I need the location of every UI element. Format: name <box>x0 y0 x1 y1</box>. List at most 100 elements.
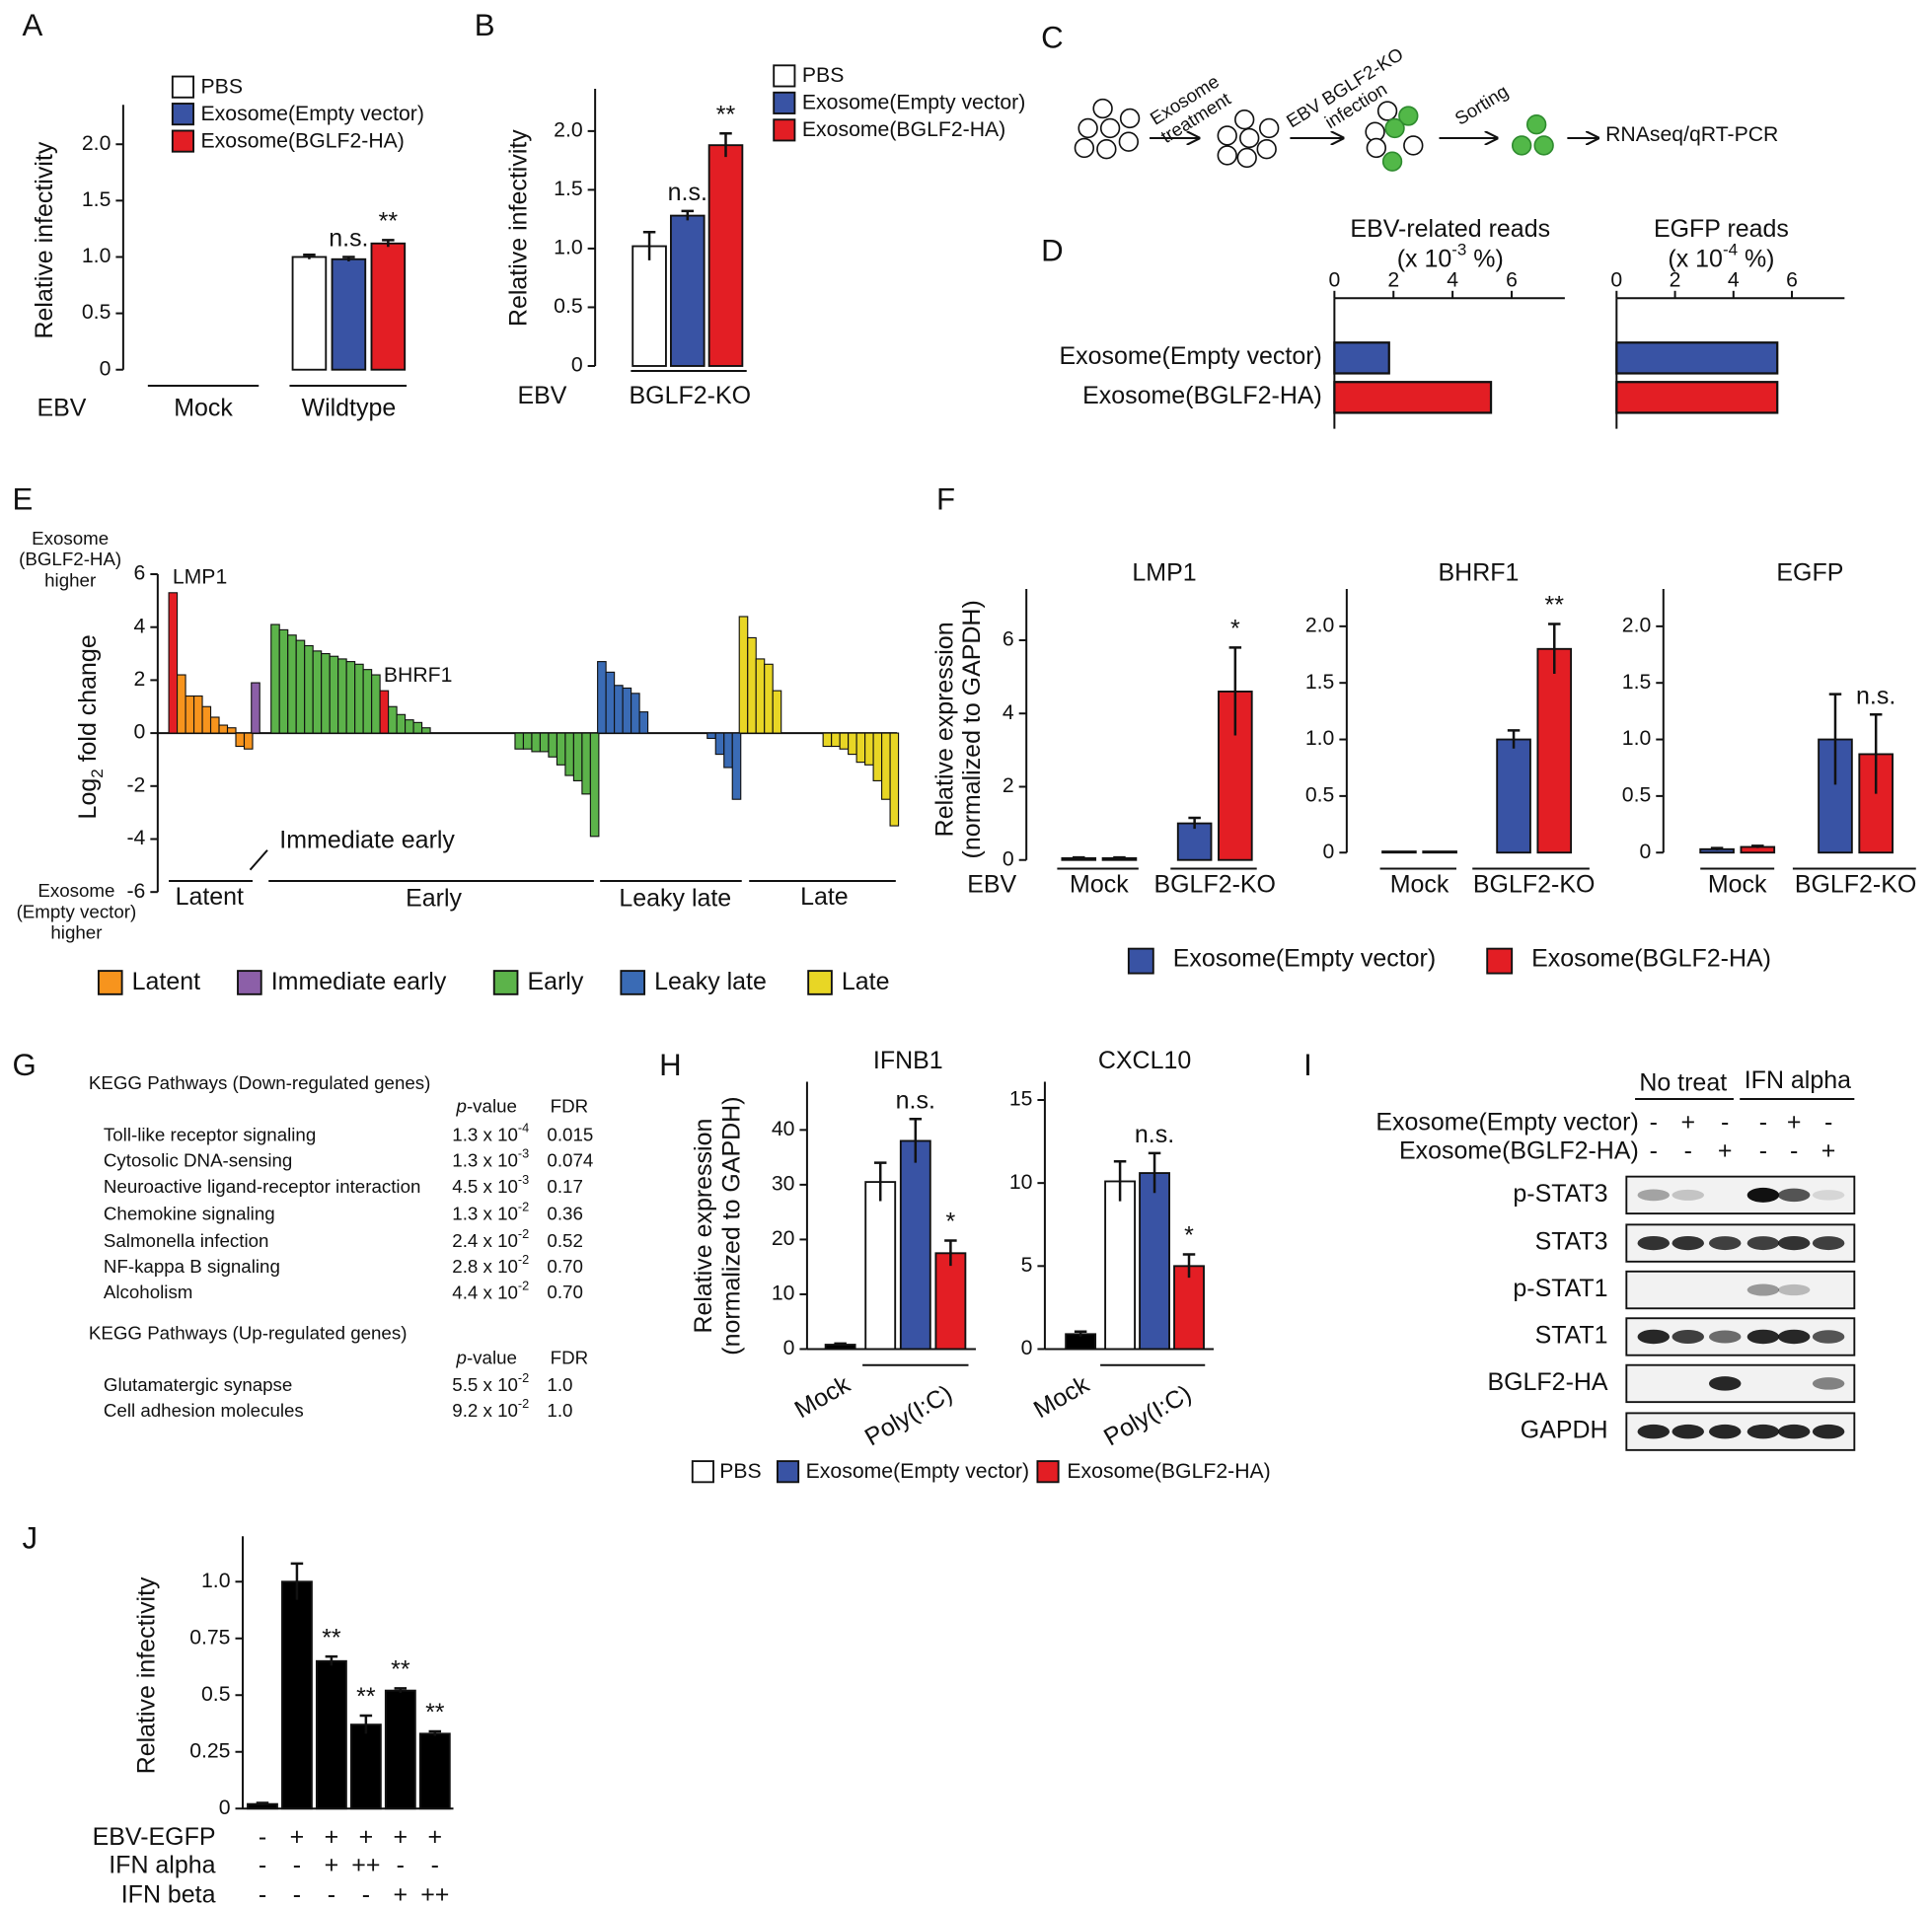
y-tick-label: 6 <box>134 562 146 585</box>
error-bar <box>1507 729 1521 749</box>
treatment-sign: - <box>1684 1136 1692 1164</box>
table-header: FDR <box>551 1096 588 1117</box>
p-value-part: 1.3 x 10 <box>452 1203 518 1223</box>
error-bar <box>342 256 355 262</box>
p-value-part: -2 <box>518 1278 529 1292</box>
condition-sign: + <box>325 1852 339 1879</box>
error-bar <box>681 209 695 221</box>
error-bar <box>1113 1160 1127 1202</box>
bar <box>185 695 195 734</box>
significance: * <box>946 1209 956 1236</box>
y-tick-label: 10 <box>772 1283 795 1305</box>
table-title: KEGG Pathways (Down-regulated genes) <box>89 1072 430 1093</box>
bar <box>899 1139 931 1351</box>
error-bar <box>1182 1253 1196 1279</box>
p-value: 4.4 x 10-2 <box>452 1278 529 1302</box>
significance: n.s. <box>329 225 368 253</box>
y-tick-label: 2.0 <box>1622 614 1652 636</box>
band <box>1637 1424 1671 1439</box>
y-axis-label: Log2 fold change <box>74 634 107 819</box>
y-axis-label: Relative infectivity <box>31 141 58 338</box>
legend-swatch <box>171 75 194 99</box>
x-tick-label: 2 <box>1670 268 1681 291</box>
bar <box>831 732 841 748</box>
bar <box>370 242 407 371</box>
y-tick-label: 4 <box>134 615 146 637</box>
chart-title: LMP1 <box>1132 559 1196 587</box>
error-bar <box>1073 855 1085 859</box>
band <box>1777 1188 1811 1203</box>
bar <box>329 655 339 734</box>
p-value-part: -2 <box>518 1396 529 1411</box>
bar <box>177 674 186 734</box>
bar <box>572 732 583 781</box>
table-header-part: p <box>456 1347 467 1367</box>
bar <box>597 661 607 734</box>
treatment-sign: - <box>1790 1136 1798 1164</box>
bar <box>379 690 390 734</box>
bar <box>362 669 373 734</box>
y-axis-label: (normalized to GAPDH) <box>958 600 986 858</box>
p-value: 1.3 x 10-2 <box>452 1199 529 1223</box>
bar <box>270 623 280 734</box>
error-bar <box>1113 855 1126 859</box>
error-bar <box>1548 623 1561 675</box>
bar <box>864 732 874 766</box>
cell <box>1384 117 1405 139</box>
condition-sign: ++ <box>420 1880 449 1906</box>
band <box>1812 1236 1845 1251</box>
cell <box>1381 151 1403 172</box>
error-bar <box>1228 646 1242 736</box>
band <box>1812 1377 1845 1390</box>
legend-label: Latent <box>132 968 200 995</box>
band-label: BGLF2-HA <box>1487 1368 1607 1396</box>
band <box>1812 1190 1845 1201</box>
condition-sign: - <box>293 1880 301 1906</box>
bar <box>564 732 574 776</box>
legend-swatch <box>97 970 123 995</box>
legend-swatch <box>691 1460 714 1484</box>
condition-sign: - <box>259 1823 266 1851</box>
y-tick-label: 1.0 <box>1305 727 1335 750</box>
band <box>1708 1330 1742 1344</box>
bar <box>1176 822 1213 861</box>
bar <box>706 732 716 740</box>
bar <box>243 732 254 750</box>
significance: n.s. <box>896 1086 935 1114</box>
band-label: GAPDH <box>1521 1417 1608 1444</box>
bar <box>669 214 706 367</box>
condition-sign: + <box>394 1880 409 1906</box>
significance: * <box>1184 1222 1194 1250</box>
bar <box>412 721 423 734</box>
legend-swatch <box>492 970 519 995</box>
cell <box>1403 135 1424 156</box>
bar <box>714 732 725 756</box>
error-bar <box>1710 846 1724 850</box>
pathway: Toll-like receptor signaling <box>104 1124 316 1144</box>
direction-note: (Empty vector) <box>17 901 137 921</box>
group-label: No treat <box>1639 1069 1727 1097</box>
bar <box>251 682 260 734</box>
error-bar <box>719 132 732 158</box>
condition-sign: - <box>293 1852 301 1879</box>
y-tick-label: 1.5 <box>1305 671 1335 694</box>
band <box>1708 1424 1742 1439</box>
bar <box>848 732 857 756</box>
error-bar <box>303 253 316 259</box>
legend-label: Late <box>842 968 890 995</box>
p-value-part: 2.4 x 10 <box>452 1230 518 1251</box>
bar <box>371 674 381 734</box>
y-tick-label: 15 <box>1009 1088 1033 1111</box>
cell <box>1511 135 1532 156</box>
bar <box>418 1732 451 1810</box>
bar <box>337 658 347 734</box>
p-value-part: -3 <box>518 1172 529 1187</box>
bar <box>707 144 744 367</box>
panel-label: H <box>659 1048 682 1082</box>
x-tick-label: BGLF2-KO <box>630 382 752 409</box>
fdr: 0.52 <box>547 1230 582 1251</box>
p-value: 2.8 x 10-2 <box>452 1252 529 1277</box>
p-value-part: -3 <box>518 1146 529 1161</box>
gene-label: LMP1 <box>173 565 227 588</box>
bar <box>1615 381 1779 414</box>
